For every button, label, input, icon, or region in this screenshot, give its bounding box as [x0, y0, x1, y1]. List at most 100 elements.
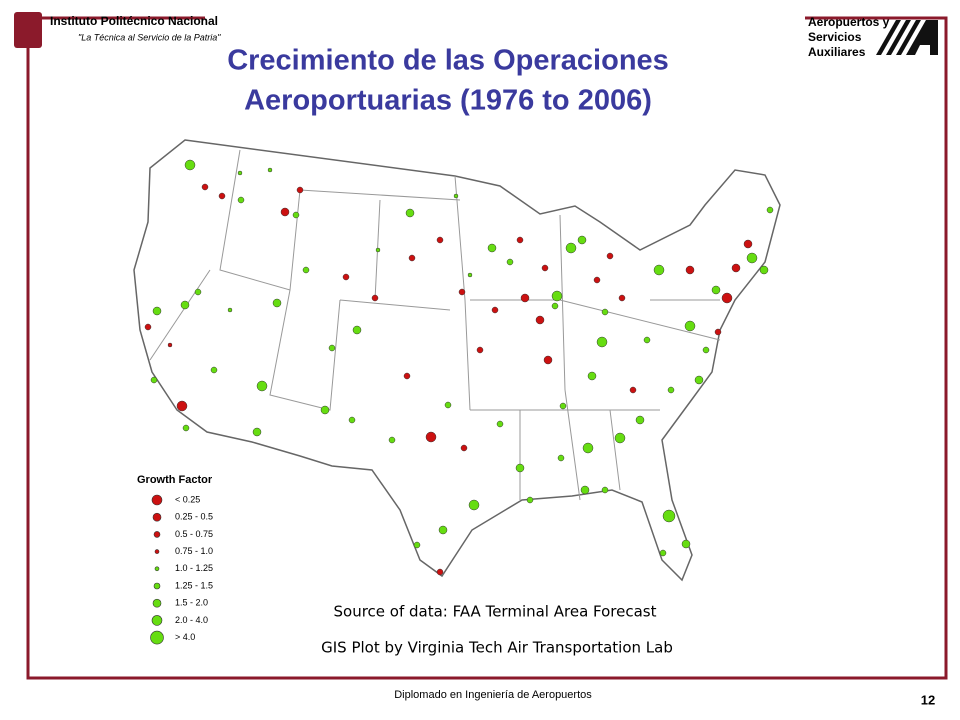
airport-dot: [577, 235, 587, 245]
airport-dot: [180, 300, 190, 310]
airport-dot: [408, 254, 416, 262]
airport-dot: [184, 159, 196, 171]
airport-dot: [506, 258, 514, 266]
airport-dot: [520, 293, 530, 303]
airport-dot: [582, 442, 594, 454]
institution-motto: "La Técnica al Servicio de la Patria": [78, 32, 221, 42]
airport-dot: [746, 252, 758, 264]
legend-symbol: [151, 615, 163, 626]
airport-dot: [405, 208, 415, 218]
airport-dot: [348, 416, 356, 424]
airport-dot: [580, 485, 590, 495]
unit-name: Auxiliares: [808, 45, 866, 59]
unit-logo: [876, 20, 938, 55]
airport-dot: [182, 424, 190, 432]
airport-dot: [144, 323, 152, 331]
airport-dot: [460, 444, 468, 452]
airport-dot: [388, 436, 396, 444]
airport-dot: [491, 306, 499, 314]
airport-dot: [526, 496, 534, 504]
legend-symbol: [154, 566, 160, 572]
legend-label: 1.0 - 1.25: [175, 563, 213, 573]
legend-label: < 0.25: [175, 494, 200, 504]
airport-dot: [194, 288, 202, 296]
legend-label: 1.25 - 1.5: [175, 580, 213, 590]
footer-text: Diplomado en Ingeniería de Aeropuertos: [394, 689, 592, 701]
airport-dot: [516, 236, 524, 244]
airport-dot: [227, 307, 233, 313]
legend-label: 1.5 - 2.0: [175, 598, 208, 608]
airport-dot: [237, 196, 245, 204]
airport-dot: [252, 427, 262, 437]
airport-dot: [557, 454, 565, 462]
institution-name: Instituto Politécnico Nacional: [50, 14, 218, 28]
airport-dot: [436, 236, 444, 244]
airport-dot: [320, 405, 330, 415]
airport-dot: [256, 380, 268, 392]
airport-dot: [541, 264, 549, 272]
airport-dot: [458, 288, 466, 296]
airport-dot: [743, 239, 753, 249]
airport-dot: [328, 344, 336, 352]
airport-dot: [759, 265, 769, 275]
airport-dot: [659, 549, 667, 557]
airport-dot: [375, 247, 381, 253]
airport-dot: [702, 346, 710, 354]
legend-symbol: [153, 531, 161, 538]
airport-dot: [685, 265, 695, 275]
airport-dot: [714, 328, 722, 336]
airport-dot: [352, 325, 362, 335]
source-note: GIS Plot by Virginia Tech Air Transporta…: [321, 639, 673, 657]
legend-label: 0.5 - 0.75: [175, 529, 213, 539]
airport-dot: [681, 539, 691, 549]
airport-dot: [601, 308, 609, 316]
airport-dot: [614, 432, 626, 444]
country-outline: [133, 139, 781, 582]
airport-dot: [596, 336, 608, 348]
airport-dot: [272, 298, 282, 308]
airport-dot: [176, 400, 188, 412]
airport-dot: [694, 375, 704, 385]
legend-symbol: [151, 494, 163, 506]
airport-dot: [551, 302, 559, 310]
airport-dot: [403, 372, 411, 380]
airport-dot: [496, 420, 504, 428]
source-note: Source of data: FAA Terminal Area Foreca…: [334, 603, 657, 621]
airport-dot: [643, 336, 651, 344]
airport-dot: [635, 415, 645, 425]
airport-dot: [606, 252, 614, 260]
airport-dot: [629, 386, 637, 394]
airport-dot: [342, 273, 350, 281]
institution-logo: [14, 12, 42, 48]
airport-dot: [565, 242, 577, 254]
legend: < 0.25 0.25 - 0.5 0.5 - 0.75 0.75 - 1.0 1.0 …: [150, 494, 213, 645]
airport-dot: [731, 263, 741, 273]
airport-dot: [371, 294, 379, 302]
airport-dot: [467, 272, 473, 278]
legend-label: 0.75 - 1.0: [175, 546, 213, 556]
airport-dot: [667, 386, 675, 394]
airport-dot: [684, 320, 696, 332]
airport-dot: [201, 183, 209, 191]
airport-dot: [237, 170, 243, 176]
slide-title: Crecimiento de las Operaciones: [227, 45, 669, 77]
airport-dot: [444, 401, 452, 409]
airport-dot: [593, 276, 601, 284]
legend-symbol: [152, 512, 162, 522]
airport-dot: [653, 264, 665, 276]
unit-name: Servicios: [808, 30, 862, 44]
airport-dot: [587, 371, 597, 381]
legend-symbol: [154, 549, 160, 554]
airport-dot: [413, 541, 421, 549]
airport-dot: [487, 243, 497, 253]
state-borders: [149, 149, 721, 501]
airport-dot: [167, 342, 173, 348]
legend-label: 2.0 - 4.0: [175, 615, 208, 625]
airport-dot: [438, 525, 448, 535]
airport-dot: [296, 186, 304, 194]
airport-dot: [476, 346, 484, 354]
airport-dot: [721, 292, 733, 304]
slide-title: Aeroportuarias (1976 to 2006): [244, 85, 652, 117]
airport-dot: [210, 366, 218, 374]
airport-dot: [711, 285, 721, 295]
